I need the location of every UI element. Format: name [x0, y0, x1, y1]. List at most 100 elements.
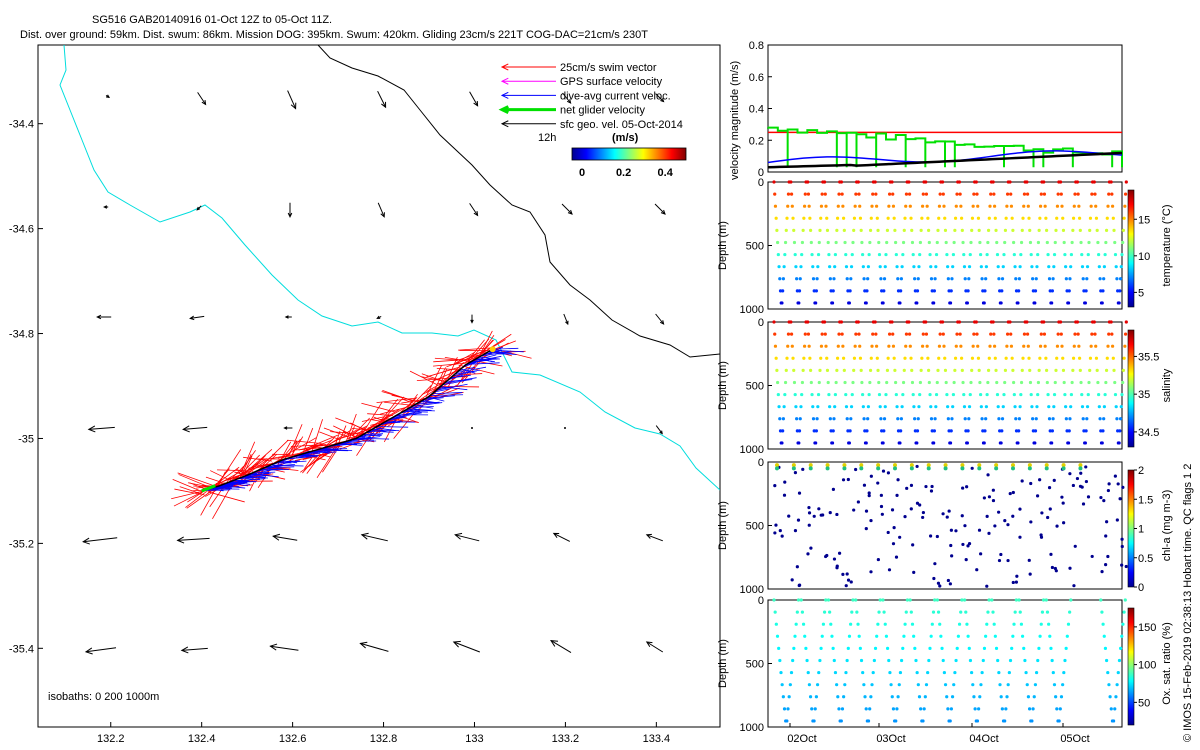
profile-point	[998, 683, 1002, 687]
profile-point	[1083, 301, 1087, 305]
profile-point	[864, 301, 868, 305]
profile-point	[1047, 417, 1052, 421]
profile-point	[854, 332, 858, 336]
profile-point	[921, 510, 925, 515]
profile-point	[797, 429, 802, 433]
profile-point	[1068, 277, 1072, 281]
profile-point	[1038, 634, 1042, 638]
swim-vector	[384, 401, 413, 406]
profile-point	[1002, 252, 1006, 257]
profile-point	[970, 466, 974, 470]
profile-point	[1054, 368, 1058, 372]
profile-point	[1069, 252, 1074, 257]
profile-point	[1109, 707, 1113, 711]
profile-point	[910, 240, 915, 245]
dac-vector	[411, 402, 443, 407]
profile-point	[1110, 344, 1115, 348]
profile-point	[874, 192, 878, 196]
profile-point	[896, 695, 900, 699]
profile-point	[1003, 380, 1007, 385]
profile-point	[1096, 240, 1100, 245]
profile-point	[876, 481, 880, 485]
profile-point	[848, 429, 852, 433]
profile-point	[934, 392, 939, 397]
depth-tick-label: 0	[758, 457, 764, 469]
profile-point	[963, 598, 967, 602]
depth-tick-label: 1000	[740, 584, 764, 596]
profile-point	[891, 542, 896, 546]
profile-point	[1075, 180, 1080, 184]
profile-point	[1042, 180, 1046, 184]
profile-colorbar	[1127, 469, 1135, 588]
profile-point	[996, 405, 1000, 409]
profile-point	[1029, 252, 1033, 257]
profile-point	[912, 265, 916, 269]
profile-point	[818, 658, 822, 663]
chl-surface-point	[825, 463, 830, 468]
profile-point	[1119, 405, 1123, 409]
profile-point	[1025, 180, 1029, 184]
profile-point	[1009, 332, 1013, 336]
profile-point	[944, 240, 948, 245]
profile-point	[886, 471, 891, 475]
profile-point	[1005, 332, 1010, 336]
profile-point	[929, 265, 933, 269]
profile-point	[1104, 380, 1108, 385]
time-tick-label: 02Oct	[787, 733, 816, 745]
profile-point	[984, 277, 988, 281]
profile-point	[1104, 368, 1109, 372]
profile-point	[1097, 265, 1101, 269]
profile-point	[798, 277, 802, 281]
profile-point	[958, 332, 962, 336]
profile-point	[869, 518, 873, 523]
profile-point	[776, 240, 780, 245]
profile-point	[807, 344, 811, 348]
profile-point	[792, 228, 796, 232]
profile-point	[835, 356, 840, 360]
profile-point	[1068, 472, 1072, 476]
profile-point	[800, 380, 805, 385]
profile-point	[1030, 405, 1034, 409]
profile-point	[864, 441, 868, 445]
profile-point	[970, 216, 975, 220]
profile-point	[926, 670, 930, 675]
profile-point	[1012, 380, 1016, 385]
profile-point	[913, 277, 917, 281]
profile-point	[1104, 240, 1108, 245]
profile-point	[995, 392, 1000, 397]
profile-point	[885, 380, 889, 385]
profile-point	[774, 622, 778, 626]
profile-point	[979, 252, 983, 257]
profile-point	[857, 332, 861, 336]
profile-point	[830, 634, 834, 638]
profile-point	[814, 301, 818, 305]
legend-arrow-head	[500, 120, 509, 128]
profile-point	[803, 192, 807, 196]
profile-point	[965, 485, 969, 489]
chl-surface-point	[876, 463, 881, 468]
profile-point	[1048, 507, 1052, 511]
profile-point	[1031, 417, 1035, 421]
profile-point	[982, 496, 986, 500]
profile-point	[901, 240, 906, 245]
profile-point	[858, 216, 863, 220]
profile-point	[879, 277, 883, 281]
profile-point	[806, 320, 810, 324]
profile-point	[924, 683, 929, 687]
chl-surface-point	[893, 463, 897, 468]
profile-point	[1007, 670, 1011, 675]
profile-point	[844, 252, 848, 257]
swim-vector	[409, 370, 438, 385]
profile-point	[904, 204, 908, 208]
figure-title: SG516 GAB20140916 01-Oct 12Z to 05-Oct 1…	[92, 14, 332, 26]
profile-point	[784, 368, 788, 372]
profile-point	[936, 581, 941, 585]
profile-point	[892, 526, 896, 530]
profile-point	[928, 392, 932, 397]
profile-point	[1008, 491, 1012, 496]
profile-point	[1101, 622, 1105, 626]
profile-point	[1003, 240, 1007, 245]
profile-point	[856, 622, 860, 626]
profile-point	[1067, 429, 1071, 433]
profile-point	[824, 598, 828, 602]
